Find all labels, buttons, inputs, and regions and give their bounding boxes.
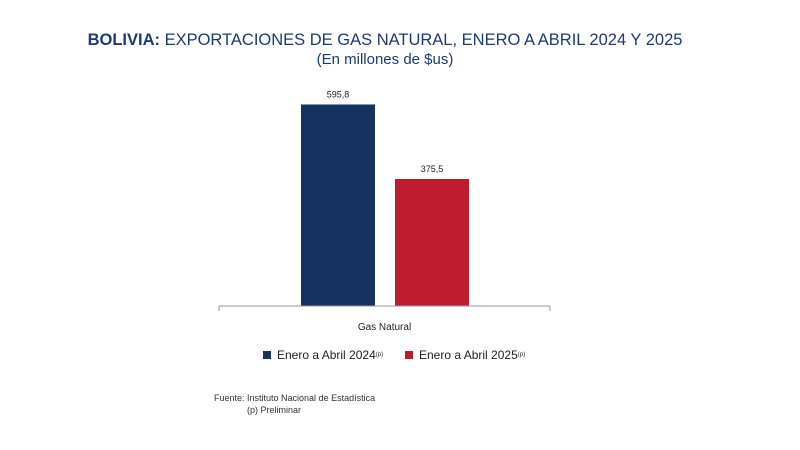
source-note: Fuente: Instituto Nacional de Estadístic…	[214, 392, 375, 416]
legend-label-2024: Enero a Abril 2024	[277, 348, 376, 362]
legend-item-2025: Enero a Abril 2025 (p)	[405, 348, 525, 362]
title-text: EXPORTACIONES DE GAS NATURAL, ENERO A AB…	[160, 31, 683, 49]
chart-title: BOLIVIA: EXPORTACIONES DE GAS NATURAL, E…	[0, 30, 770, 50]
data-label-2025: 375,5	[421, 164, 444, 174]
chart-subtitle: (En millones de $us)	[316, 51, 454, 68]
legend-item-2024: Enero a Abril 2024 (p)	[263, 348, 383, 362]
legend-swatch-2024	[263, 351, 271, 359]
x-axis-category-label: Gas Natural	[358, 322, 411, 333]
legend-sup-2025: (p)	[517, 352, 526, 358]
preliminary-note: (p) Preliminar	[247, 405, 302, 415]
title-country: BOLIVIA:	[87, 31, 160, 49]
legend-label-2025: Enero a Abril 2025	[419, 348, 518, 362]
bar-2024	[301, 104, 375, 307]
data-label-2024: 595,8	[327, 89, 350, 99]
legend-sup-2024: (p)	[375, 352, 384, 358]
bar-chart: 595,8 375,5 Gas Natural	[218, 89, 551, 333]
legend-swatch-2025	[405, 351, 413, 359]
bar-2025	[395, 178, 469, 306]
source-text: Fuente: Instituto Nacional de Estadístic…	[214, 393, 376, 403]
